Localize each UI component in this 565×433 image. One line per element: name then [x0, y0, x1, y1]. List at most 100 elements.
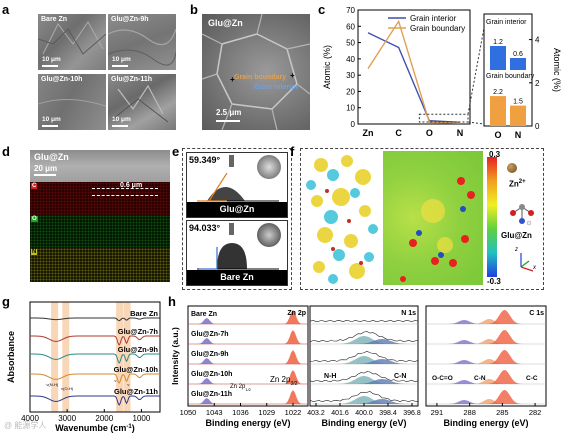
row-label: Glu@Zn-11h	[191, 391, 232, 398]
y2-axis-label: Atomic (%)	[552, 48, 562, 92]
sample-label: Glu@Zn	[187, 202, 287, 217]
x-axis-label: Binding energy (eV)	[205, 418, 290, 428]
y-tick-label: 20	[346, 87, 355, 96]
sem-title: Bare Zn	[41, 16, 68, 23]
xps-peak	[352, 379, 411, 384]
row-label: Glu@Zn-7h	[191, 331, 229, 338]
xps-peak	[195, 398, 218, 404]
x-tick-label: O	[426, 128, 433, 138]
annotation: ν(N-H)	[46, 382, 58, 387]
x-tick-label: 4000	[21, 414, 39, 423]
xps-peak	[484, 370, 524, 384]
ftir-line-1	[29, 335, 160, 346]
eds-map-o	[30, 215, 170, 248]
angle-value: 59.349°	[189, 155, 221, 165]
zoom-line	[467, 27, 485, 115]
colorbar	[487, 157, 497, 277]
subpanel-title: C 1s	[529, 310, 544, 317]
x-tick-label: 400.0	[355, 410, 373, 417]
xps-peak	[281, 350, 305, 364]
zoom-box	[418, 113, 469, 123]
series-label: Bare Zn	[130, 309, 158, 318]
sem-title: Glu@Zn	[208, 18, 243, 28]
ftir-line-2	[29, 353, 160, 364]
x-tick-label: N	[457, 128, 464, 138]
needle	[229, 155, 234, 167]
inset-frame	[483, 13, 533, 127]
series-label: Glu@Zn-11h	[114, 387, 158, 396]
x-tick-label: 1022	[285, 408, 302, 417]
x-tick-label: 396.8	[403, 410, 421, 417]
droplet-top-view	[257, 155, 281, 179]
xps-peak	[352, 399, 411, 404]
eds-mapping: Glu@Zn 20 μm C O N 0.6 μm	[30, 150, 170, 282]
thickness-label: 0.6 μm	[120, 182, 143, 189]
y-tick-label: 60	[346, 22, 355, 31]
x-axis-label: Binding energy (eV)	[443, 418, 528, 428]
x-tick-label: 398.4	[379, 410, 397, 417]
contact-angle-panel	[182, 148, 292, 290]
y2-tick-label: 2	[535, 79, 540, 88]
marker-gb: +	[230, 75, 235, 84]
panel-label-a: a	[2, 2, 10, 17]
bar-data-label: 2.2	[493, 89, 503, 96]
sem-image-glu-zn-10h: Glu@Zn-10h 10 μm	[38, 74, 106, 130]
annotation: ν	[127, 382, 129, 387]
sample-label: Bare Zn	[187, 270, 287, 285]
y-tick-label: 10	[346, 104, 355, 113]
sem-image-bare-zn: Bare Zn 10 μm	[38, 14, 106, 70]
potential-map	[383, 151, 483, 285]
panel-label-e: e	[172, 144, 180, 159]
zn-ion-label: Zn2+	[509, 179, 526, 189]
y-axis-label: Absorbance	[6, 331, 16, 383]
xps-peak	[281, 390, 305, 404]
x-tick-label: 1050	[180, 408, 197, 417]
layer-boundary	[92, 188, 158, 196]
x-tick-label: O	[494, 130, 501, 140]
grain-interior-label: Grain interior	[254, 84, 299, 91]
series-label: Glu@Zn-10h	[114, 365, 159, 374]
xps-peak	[195, 338, 218, 344]
peak-label: C-N	[474, 375, 486, 382]
colorbar-min: -0.3	[487, 277, 501, 286]
x-axis-label: Binding energy (eV)	[321, 418, 406, 428]
xps-peak	[281, 330, 305, 344]
scale-bar	[112, 125, 128, 127]
zn-ion-icon	[507, 163, 517, 173]
xps-peak	[352, 339, 411, 344]
x-tick-label: C	[395, 128, 402, 138]
inset-bar	[490, 96, 506, 126]
inset-title: Grain interior	[486, 19, 527, 26]
xps-peak	[444, 360, 483, 364]
x-tick-label: 285	[496, 408, 509, 417]
x-tick-label: 1000	[133, 414, 151, 423]
panel-label-d: d	[2, 144, 10, 159]
xps-raw	[309, 319, 419, 323]
ftir-line-4	[29, 395, 160, 406]
sem-image-glu-zn-11h: Glu@Zn-11h 10 μm	[108, 74, 176, 130]
plot-frame	[357, 9, 471, 125]
panel-label-c: c	[318, 2, 326, 17]
y-axis-label: Atomic (%)	[322, 45, 332, 89]
sem-title: Glu@Zn-9h	[111, 16, 149, 23]
annotation: ν	[114, 378, 116, 383]
xps-peak	[281, 310, 305, 324]
xps-peak	[281, 370, 305, 384]
xps-peak	[444, 320, 483, 324]
x-tick-label: N	[515, 130, 522, 140]
x-tick-label: 282	[529, 408, 542, 417]
sem-title: Glu@Zn-11h	[111, 76, 153, 83]
highlight-band	[123, 302, 131, 412]
watermark: @ 能源学人	[4, 421, 47, 430]
x-tick-label: 291	[431, 408, 444, 417]
contact-angle-bare-zn: 94.033° Bare Zn	[186, 220, 288, 286]
eds-map-n	[30, 248, 170, 282]
x-tick-label: 401.6	[331, 410, 349, 417]
xps-peak	[195, 378, 218, 384]
scale-bar	[216, 120, 240, 122]
y-tick-label: 40	[346, 55, 355, 64]
sem-title: Glu@Zn	[34, 152, 69, 162]
dft-panel: 0.3 -0.3 Zn2+ Glu@Zn z x	[300, 148, 544, 290]
x-tick-label: Zn	[363, 128, 374, 138]
